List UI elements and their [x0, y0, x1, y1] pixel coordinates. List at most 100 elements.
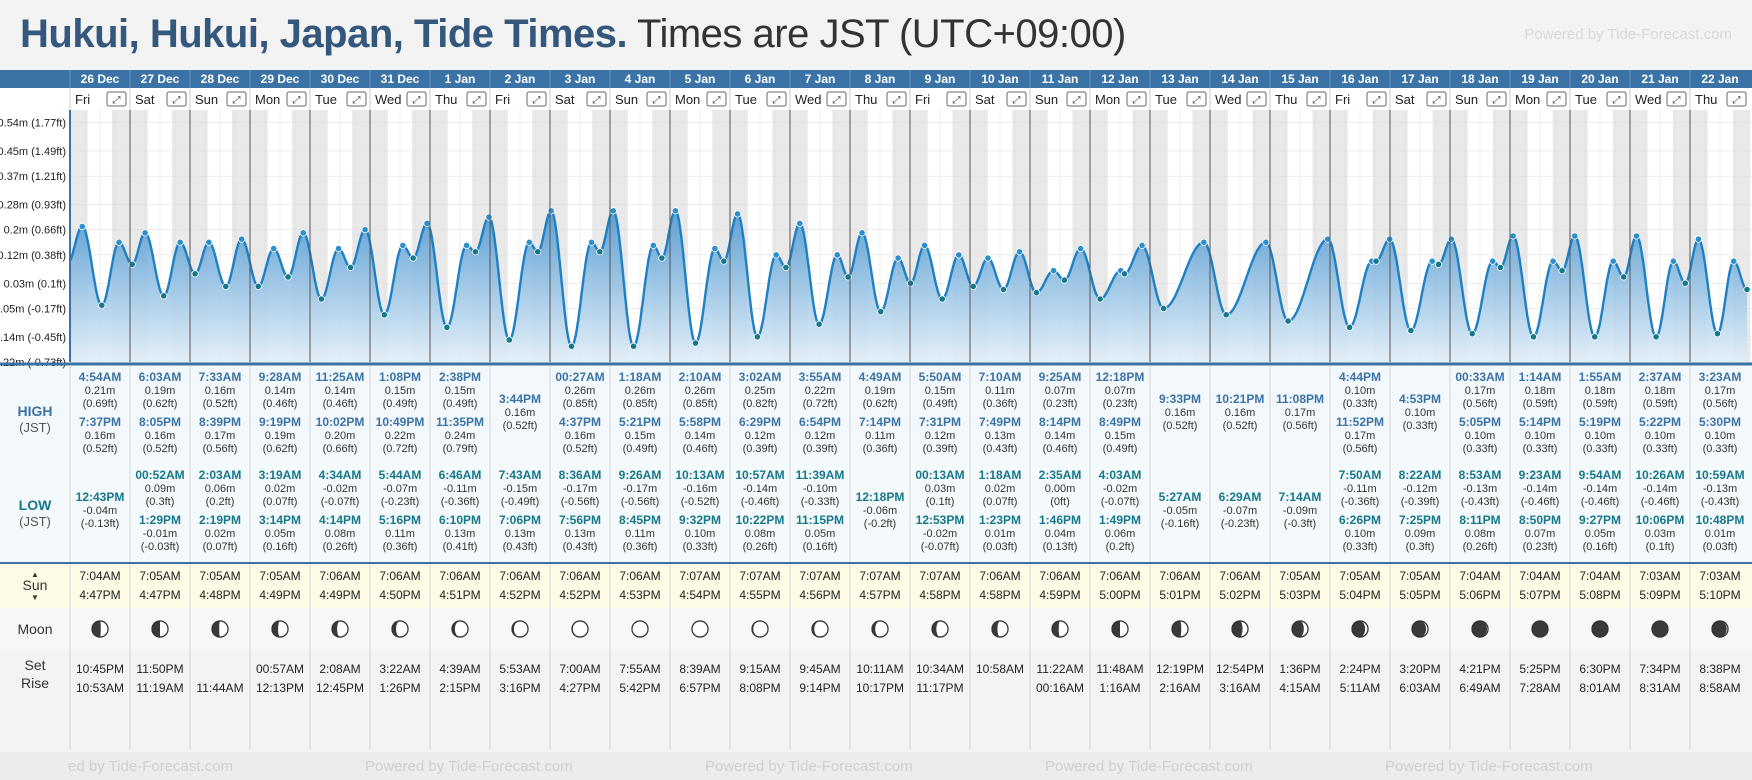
high-tide-point [462, 241, 471, 250]
low-tide-height-ft: (0.26ft) [323, 541, 358, 553]
high-tide-height-m: 0.13m [985, 430, 1016, 442]
expand-day-button[interactable] [1426, 91, 1447, 107]
date-label: 15 Jan [1281, 72, 1318, 86]
high-tide-point [1509, 232, 1517, 240]
expand-day-button[interactable] [106, 91, 127, 107]
high-tide-height-m: 0.12m [805, 430, 836, 442]
expand-day-button[interactable] [1066, 91, 1087, 107]
low-tide-height-ft: (-0.56ft) [621, 496, 660, 508]
expand-day-button[interactable] [646, 91, 667, 107]
high-tide-height-m: 0.25m [745, 385, 776, 397]
high-tide-height-m: 0.11m [985, 385, 1015, 397]
sunset-time: 4:55PM [739, 588, 780, 602]
sunset-time: 5:05PM [1399, 588, 1440, 602]
low-tide-height-m: -0.17m [563, 483, 597, 495]
expand-day-button[interactable] [1006, 91, 1027, 107]
weekday-label: Sun [1035, 92, 1058, 107]
expand-day-button[interactable] [406, 91, 427, 107]
high-tide-time: 7:33AM [199, 370, 242, 384]
low-tide-height-ft: (-0.36ft) [1341, 496, 1380, 508]
date-label: 21 Jan [1641, 72, 1678, 86]
low-tide-height-m: -0.07m [1223, 505, 1257, 517]
date-label: 31 Dec [381, 72, 420, 86]
high-tide-time: 3:55AM [799, 370, 842, 384]
high-tide-height-ft: (0.33ft) [1403, 420, 1438, 432]
high-tide-point [649, 241, 657, 250]
expand-day-button[interactable] [1246, 91, 1267, 107]
low-tide-height-ft: (-0.52ft) [681, 496, 720, 508]
sunset-time: 4:56PM [799, 588, 840, 602]
low-tide-point [1160, 304, 1168, 313]
weekday-label: Mon [1515, 92, 1540, 107]
low-tide-height-m: -0.07m [383, 483, 417, 495]
sunrise-time: 7:06AM [1099, 569, 1140, 583]
expand-day-button[interactable] [286, 91, 307, 107]
low-tide-point [191, 270, 199, 278]
low-tide-time: 10:22PM [736, 513, 785, 527]
date-label: 5 Jan [685, 72, 716, 86]
low-tide-time: 10:13AM [675, 468, 724, 482]
high-tide-time: 11:08PM [1276, 392, 1324, 406]
expand-day-button[interactable] [586, 91, 607, 107]
high-tide-height-ft: (0.33ft) [1643, 443, 1678, 455]
moonrise-time: 8:01AM [1579, 681, 1620, 695]
expand-day-button[interactable] [1726, 91, 1747, 107]
expand-day-button[interactable] [1126, 91, 1147, 107]
low-tide-time: 00:52AM [135, 468, 184, 482]
low-tide-height-ft: (0.07ft) [263, 496, 298, 508]
weekday-label: Tue [315, 92, 337, 107]
sunset-time: 4:52PM [499, 588, 540, 602]
expand-day-button[interactable] [766, 91, 787, 107]
low-tide-height-m: 0.13m [445, 528, 476, 540]
expand-day-button[interactable] [1666, 91, 1687, 107]
low-tide-point [753, 333, 761, 341]
moon-outline [451, 620, 469, 638]
expand-day-button[interactable] [466, 91, 487, 107]
low-tide-time: 11:39AM [796, 468, 845, 482]
high-tide-height-m: 0.21m [85, 385, 116, 397]
expand-day-button[interactable] [706, 91, 727, 107]
high-tide-height-ft: (0.36ft) [983, 398, 1018, 410]
expand-day-button[interactable] [1186, 91, 1207, 107]
low-tide-time: 7:50AM [1339, 468, 1382, 482]
high-tide-height-m: 0.20m [325, 430, 356, 442]
expand-day-button[interactable] [1546, 91, 1567, 107]
weekday-label: Fri [915, 92, 930, 107]
moon-lit-portion [632, 621, 648, 637]
expand-day-button[interactable] [346, 91, 367, 107]
low-tide-point [1120, 270, 1129, 278]
expand-day-button[interactable] [886, 91, 907, 107]
low-tide-height-m: -0.11m [1343, 483, 1376, 495]
expand-day-button[interactable] [166, 91, 187, 107]
moonrise-time: 4:27PM [559, 681, 600, 695]
high-tide-height-ft: (0.85ft) [563, 398, 598, 410]
expand-day-button[interactable] [826, 91, 847, 107]
low-tide-point [471, 248, 480, 256]
expand-day-button[interactable] [1366, 91, 1387, 107]
expand-day-button[interactable] [526, 91, 547, 107]
moon-outline [271, 620, 289, 638]
low-tide-point [720, 257, 728, 265]
high-tide-height-m: 0.15m [385, 385, 416, 397]
expand-day-button[interactable] [946, 91, 967, 107]
high-tide-time: 5:19PM [1579, 415, 1621, 429]
expand-day-button[interactable] [1606, 91, 1627, 107]
expand-day-button[interactable] [1486, 91, 1507, 107]
high-tide-point [1262, 238, 1270, 246]
low-tide-height-ft: (0.36ft) [623, 541, 658, 553]
low-tide-time: 1:23PM [979, 513, 1021, 527]
low-tide-height-m: -0.17m [623, 483, 657, 495]
high-tide-point [587, 238, 596, 246]
high-tide-point [115, 238, 123, 246]
moon-lit-portion [1420, 621, 1428, 637]
low-tide-height-m: 0.08m [745, 528, 776, 540]
low-tide-height-ft: (-0.13ft) [81, 518, 120, 530]
expand-day-button[interactable] [1306, 91, 1327, 107]
expand-day-button[interactable] [226, 91, 247, 107]
high-tide-height-m: 0.26m [685, 385, 716, 397]
expand-icon: ⤢ [593, 95, 601, 106]
low-tide-height-ft: (0.36ft) [383, 541, 418, 553]
